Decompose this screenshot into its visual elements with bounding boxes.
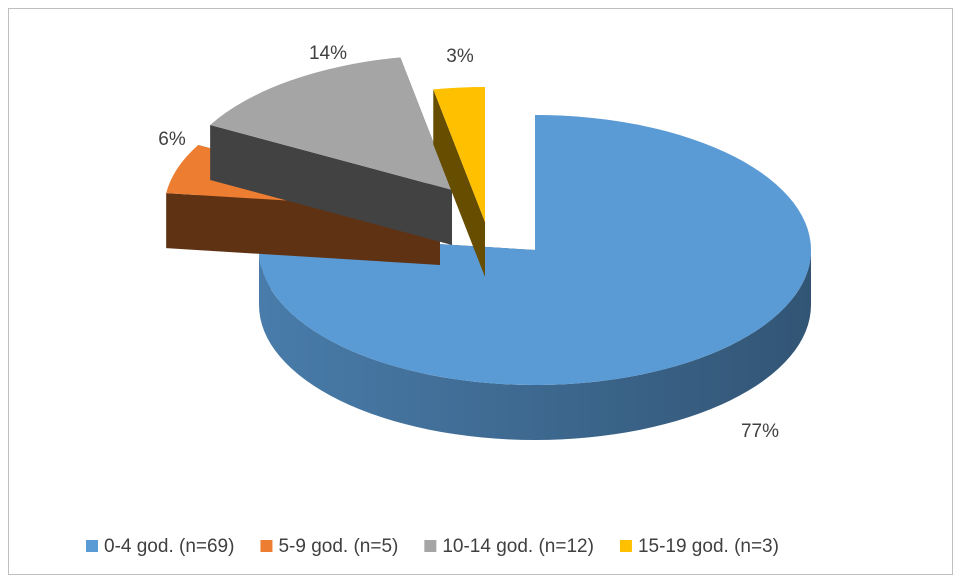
legend-label: 0-4 god. (n=69): [104, 536, 234, 557]
pie-slice: [258, 115, 811, 440]
legend-swatch: [260, 540, 273, 552]
slice-wall: [433, 89, 485, 277]
slice-top: [433, 87, 485, 222]
data-label: 14%: [309, 43, 347, 64]
legend-label: 10-14 god. (n=12): [442, 536, 594, 557]
pie-slice: [210, 57, 452, 245]
legend-label: 15-19 god. (n=3): [638, 536, 779, 557]
legend-swatch: [424, 540, 437, 552]
slice-wall: [210, 124, 452, 245]
slice-top: [258, 115, 811, 386]
pie: 77% 6% 14% 3%: [158, 43, 811, 442]
slice-side: [259, 250, 811, 440]
legend: 0-4 god. (n=69) 5-9 god. (n=5) 10-14 god. …: [86, 536, 779, 557]
data-label: 6%: [158, 129, 186, 150]
legend-swatch: [86, 540, 98, 552]
slice-top: [210, 57, 452, 190]
legend-swatch: [619, 540, 632, 552]
data-label: 77%: [741, 421, 779, 442]
data-label: 3%: [446, 46, 474, 67]
legend-label: 5-9 god. (n=5): [278, 536, 398, 557]
pie-slice: [433, 87, 485, 277]
